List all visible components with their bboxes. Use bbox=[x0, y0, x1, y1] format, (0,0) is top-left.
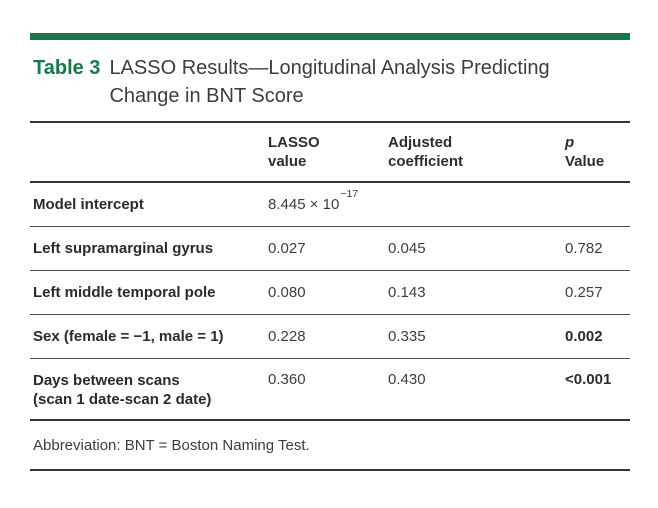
p-value-cell: <0.001 bbox=[565, 371, 612, 388]
abbreviation-note: Abbreviation: BNT = Boston Naming Test. bbox=[33, 436, 310, 454]
row-label: Left middle temporal pole bbox=[33, 284, 216, 301]
row-label: Days between scans (scan 1 date-scan 2 d… bbox=[33, 359, 268, 409]
header-p-line2: Value bbox=[565, 153, 605, 170]
table-title-text: LASSO Results—Longitudinal Analysis Pred… bbox=[109, 54, 549, 110]
table-row-left-supramarginal-gyrus: Left supramarginal gyrus 0.027 0.045 0.7… bbox=[30, 227, 630, 271]
row-label-line2: (scan 1 date-scan 2 date) bbox=[33, 391, 212, 408]
lasso-value-cell: 0.228 bbox=[268, 328, 306, 345]
header-adjusted-line1: Adjusted bbox=[388, 134, 453, 151]
row-label: Model intercept bbox=[33, 196, 144, 213]
p-value-cell: 0.257 bbox=[565, 284, 603, 301]
lasso-value-cell: 0.360 bbox=[268, 371, 306, 388]
header-p-value: p Value bbox=[565, 133, 630, 171]
header-lasso-line1: LASSO bbox=[268, 134, 320, 151]
table-number: Table 3 bbox=[33, 57, 101, 79]
lasso-value-cell: 0.080 bbox=[268, 284, 306, 301]
adjusted-coefficient-cell: 0.430 bbox=[388, 371, 426, 388]
adjusted-coefficient-cell: 0.335 bbox=[388, 328, 426, 345]
table-row-left-middle-temporal-pole: Left middle temporal pole 0.080 0.143 0.… bbox=[30, 271, 630, 315]
header-adjusted-coefficient: Adjusted coefficient bbox=[388, 133, 565, 171]
p-value-cell: 0.002 bbox=[565, 328, 603, 345]
table-title-line2: Change in BNT Score bbox=[109, 85, 304, 107]
header-adjusted-line2: coefficient bbox=[388, 153, 464, 170]
lasso-value-cell: 0.027 bbox=[268, 240, 306, 257]
table-footnote: Abbreviation: BNT = Boston Naming Test. bbox=[30, 421, 630, 471]
adjusted-coefficient-cell: 0.143 bbox=[388, 284, 426, 301]
p-value-cell: 0.782 bbox=[565, 240, 603, 257]
table3-figure: Table 3 LASSO Results—Longitudinal Analy… bbox=[30, 33, 630, 471]
table-row-days-between-scans: Days between scans (scan 1 date-scan 2 d… bbox=[30, 359, 630, 421]
table-title: Table 3 LASSO Results—Longitudinal Analy… bbox=[30, 40, 630, 121]
row-label: Sex (female = −1, male = 1) bbox=[33, 328, 224, 345]
table-row-sex: Sex (female = −1, male = 1) 0.228 0.335 … bbox=[30, 315, 630, 359]
header-p-line1: p bbox=[565, 134, 575, 151]
lasso-results-table: LASSO value Adjusted coefficient p Value… bbox=[30, 121, 630, 421]
lasso-value-base: 8.445 × 10 bbox=[268, 196, 340, 213]
lasso-value-cell: 8.445 × 10−17 bbox=[268, 189, 388, 213]
row-label-line1: Days between scans bbox=[33, 372, 180, 389]
table-title-line1: LASSO Results—Longitudinal Analysis Pred… bbox=[109, 57, 550, 79]
table-header-row: LASSO value Adjusted coefficient p Value bbox=[30, 123, 630, 183]
table-row-model-intercept: Model intercept 8.445 × 10−17 bbox=[30, 183, 630, 227]
row-label: Left supramarginal gyrus bbox=[33, 240, 214, 257]
lasso-value-exponent: −17 bbox=[340, 188, 359, 200]
header-lasso-value: LASSO value bbox=[268, 133, 388, 171]
adjusted-coefficient-cell: 0.045 bbox=[388, 240, 426, 257]
header-lasso-line2: value bbox=[268, 153, 307, 170]
accent-bar bbox=[30, 33, 630, 40]
